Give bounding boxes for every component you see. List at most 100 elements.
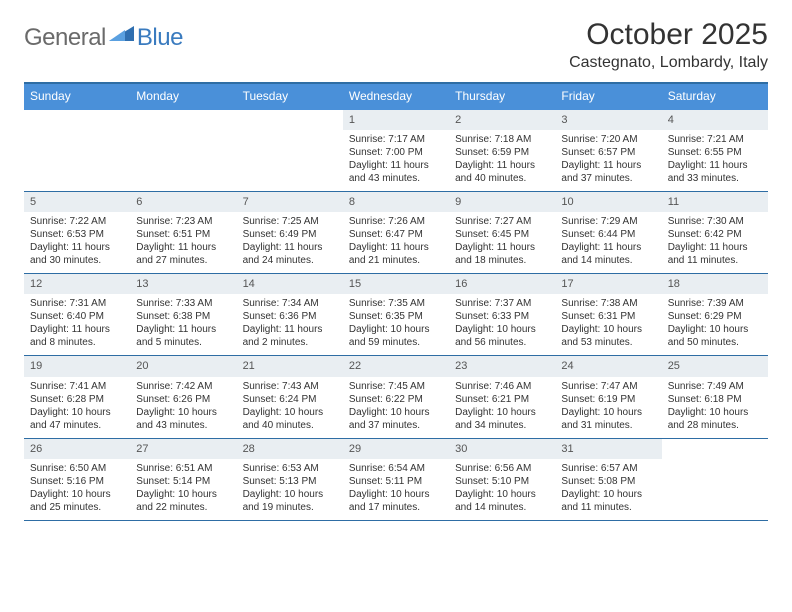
- day-content: Sunrise: 7:21 AMSunset: 6:55 PMDaylight:…: [668, 133, 762, 185]
- day-content: Sunrise: 7:49 AMSunset: 6:18 PMDaylight:…: [668, 380, 762, 432]
- daylight-line-2: and 8 minutes.: [30, 336, 124, 349]
- sunrise-line: Sunrise: 6:54 AM: [349, 462, 443, 475]
- sunset-line: Sunset: 6:29 PM: [668, 310, 762, 323]
- daylight-line-2: and 34 minutes.: [455, 419, 549, 432]
- sunrise-line: Sunrise: 7:25 AM: [243, 215, 337, 228]
- calendar-day-cell: 17 Sunrise: 7:38 AMSunset: 6:31 PMDayligh…: [555, 274, 661, 355]
- daylight-line-2: and 33 minutes.: [668, 172, 762, 185]
- day-number: 4: [662, 110, 768, 130]
- daylight-line-1: Daylight: 11 hours: [349, 159, 443, 172]
- sunset-line: Sunset: 6:44 PM: [561, 228, 655, 241]
- sunset-line: Sunset: 6:51 PM: [136, 228, 230, 241]
- brand-text-general: General: [24, 24, 106, 52]
- day-number: 30: [449, 439, 555, 459]
- sunrise-line: Sunrise: 7:23 AM: [136, 215, 230, 228]
- sunrise-line: Sunrise: 7:22 AM: [30, 215, 124, 228]
- sunset-line: Sunset: 5:11 PM: [349, 475, 443, 488]
- calendar-day-cell: 18Sunrise: 7:39 AMSunset: 6:29 PMDayligh…: [662, 274, 768, 355]
- daylight-line-2: and 47 minutes.: [30, 419, 124, 432]
- daylight-line-2: and 11 minutes.: [561, 501, 655, 514]
- daylight-line-2: and 14 minutes.: [561, 254, 655, 267]
- daylight-line-2: and 24 minutes.: [243, 254, 337, 267]
- sunset-line: Sunset: 6:53 PM: [30, 228, 124, 241]
- day-content: Sunrise: 7:25 AMSunset: 6:49 PMDaylight:…: [243, 215, 337, 267]
- day-number: 2: [449, 110, 555, 130]
- daylight-line-1: Daylight: 11 hours: [561, 159, 655, 172]
- daylight-line-1: Daylight: 10 hours: [455, 406, 549, 419]
- calendar-day-cell: 19Sunrise: 7:41 AMSunset: 6:28 PMDayligh…: [24, 356, 130, 437]
- calendar-week-row: 26Sunrise: 6:50 AMSunset: 5:16 PMDayligh…: [24, 439, 768, 521]
- day-content: Sunrise: 7:46 AMSunset: 6:21 PMDaylight:…: [455, 380, 549, 432]
- sunset-line: Sunset: 5:16 PM: [30, 475, 124, 488]
- daylight-line-1: Daylight: 11 hours: [349, 241, 443, 254]
- day-number: 31: [555, 439, 661, 459]
- sunset-line: Sunset: 6:28 PM: [30, 393, 124, 406]
- day-number: 23: [449, 356, 555, 376]
- sunset-line: Sunset: 5:13 PM: [243, 475, 337, 488]
- day-content: Sunrise: 7:45 AMSunset: 6:22 PMDaylight:…: [349, 380, 443, 432]
- day-number: 29: [343, 439, 449, 459]
- day-content: Sunrise: 7:42 AMSunset: 6:26 PMDaylight:…: [136, 380, 230, 432]
- daylight-line-2: and 50 minutes.: [668, 336, 762, 349]
- sunrise-line: Sunrise: 7:41 AM: [30, 380, 124, 393]
- day-content: Sunrise: 7:38 AMSunset: 6:31 PMDaylight:…: [561, 297, 655, 349]
- day-content: Sunrise: 7:35 AMSunset: 6:35 PMDaylight:…: [349, 297, 443, 349]
- sunrise-line: Sunrise: 7:45 AM: [349, 380, 443, 393]
- daylight-line-1: Daylight: 10 hours: [455, 488, 549, 501]
- day-content: Sunrise: 7:34 AMSunset: 6:36 PMDaylight:…: [243, 297, 337, 349]
- daylight-line-1: Daylight: 10 hours: [349, 488, 443, 501]
- day-content: Sunrise: 7:27 AMSunset: 6:45 PMDaylight:…: [455, 215, 549, 267]
- month-title: October 2025: [569, 18, 768, 52]
- sunrise-line: Sunrise: 7:37 AM: [455, 297, 549, 310]
- day-number: 16: [449, 274, 555, 294]
- daylight-line-2: and 31 minutes.: [561, 419, 655, 432]
- calendar-day-cell: 6Sunrise: 7:23 AMSunset: 6:51 PMDaylight…: [130, 192, 236, 273]
- day-content: Sunrise: 7:33 AMSunset: 6:38 PMDaylight:…: [136, 297, 230, 349]
- calendar-day-cell: 21Sunrise: 7:43 AMSunset: 6:24 PMDayligh…: [237, 356, 343, 437]
- sunrise-line: Sunrise: 7:31 AM: [30, 297, 124, 310]
- sunrise-line: Sunrise: 6:57 AM: [561, 462, 655, 475]
- day-content: Sunrise: 7:23 AMSunset: 6:51 PMDaylight:…: [136, 215, 230, 267]
- day-content: Sunrise: 7:30 AMSunset: 6:42 PMDaylight:…: [668, 215, 762, 267]
- weekday-header: Sunday: [24, 84, 130, 110]
- calendar-day-cell: [662, 439, 768, 520]
- day-content: Sunrise: 7:47 AMSunset: 6:19 PMDaylight:…: [561, 380, 655, 432]
- calendar-day-cell: 14Sunrise: 7:34 AMSunset: 6:36 PMDayligh…: [237, 274, 343, 355]
- day-number: 10: [555, 192, 661, 212]
- daylight-line-1: Daylight: 10 hours: [30, 406, 124, 419]
- daylight-line-2: and 56 minutes.: [455, 336, 549, 349]
- day-content: Sunrise: 6:53 AMSunset: 5:13 PMDaylight:…: [243, 462, 337, 514]
- calendar-day-cell: 23 Sunrise: 7:46 AMSunset: 6:21 PMDayligh…: [449, 356, 555, 437]
- day-number: 17: [555, 274, 661, 294]
- day-number: 26: [24, 439, 130, 459]
- sunset-line: Sunset: 5:14 PM: [136, 475, 230, 488]
- weekday-header: Thursday: [449, 84, 555, 110]
- sunset-line: Sunset: 6:57 PM: [561, 146, 655, 159]
- calendar-grid: SundayMondayTuesdayWednesdayThursdayFrid…: [24, 82, 768, 521]
- sunrise-line: Sunrise: 7:18 AM: [455, 133, 549, 146]
- day-content: Sunrise: 7:39 AMSunset: 6:29 PMDaylight:…: [668, 297, 762, 349]
- calendar-day-cell: 1Sunrise: 7:17 AMSunset: 7:00 PMDaylight…: [343, 110, 449, 191]
- calendar-day-cell: 31Sunrise: 6:57 AMSunset: 5:08 PMDayligh…: [555, 439, 661, 520]
- sunset-line: Sunset: 6:55 PM: [668, 146, 762, 159]
- calendar-week-row: 5Sunrise: 7:22 AMSunset: 6:53 PMDaylight…: [24, 192, 768, 274]
- daylight-line-1: Daylight: 10 hours: [455, 323, 549, 336]
- daylight-line-2: and 2 minutes.: [243, 336, 337, 349]
- sunrise-line: Sunrise: 7:39 AM: [668, 297, 762, 310]
- sunrise-line: Sunrise: 7:34 AM: [243, 297, 337, 310]
- sunrise-line: Sunrise: 6:56 AM: [455, 462, 549, 475]
- weekday-header: Friday: [555, 84, 661, 110]
- sunset-line: Sunset: 6:24 PM: [243, 393, 337, 406]
- calendar-day-cell: 11Sunrise: 7:30 AMSunset: 6:42 PMDayligh…: [662, 192, 768, 273]
- day-content: Sunrise: 7:26 AMSunset: 6:47 PMDaylight:…: [349, 215, 443, 267]
- location-label: Castegnato, Lombardy, Italy: [569, 54, 768, 72]
- day-number: 20: [130, 356, 236, 376]
- sunrise-line: Sunrise: 7:33 AM: [136, 297, 230, 310]
- daylight-line-2: and 53 minutes.: [561, 336, 655, 349]
- sunset-line: Sunset: 6:40 PM: [30, 310, 124, 323]
- daylight-line-2: and 21 minutes.: [349, 254, 443, 267]
- daylight-line-2: and 43 minutes.: [136, 419, 230, 432]
- sunset-line: Sunset: 6:36 PM: [243, 310, 337, 323]
- calendar-day-cell: 29 Sunrise: 6:54 AMSunset: 5:11 PMDayligh…: [343, 439, 449, 520]
- day-number: 21: [237, 356, 343, 376]
